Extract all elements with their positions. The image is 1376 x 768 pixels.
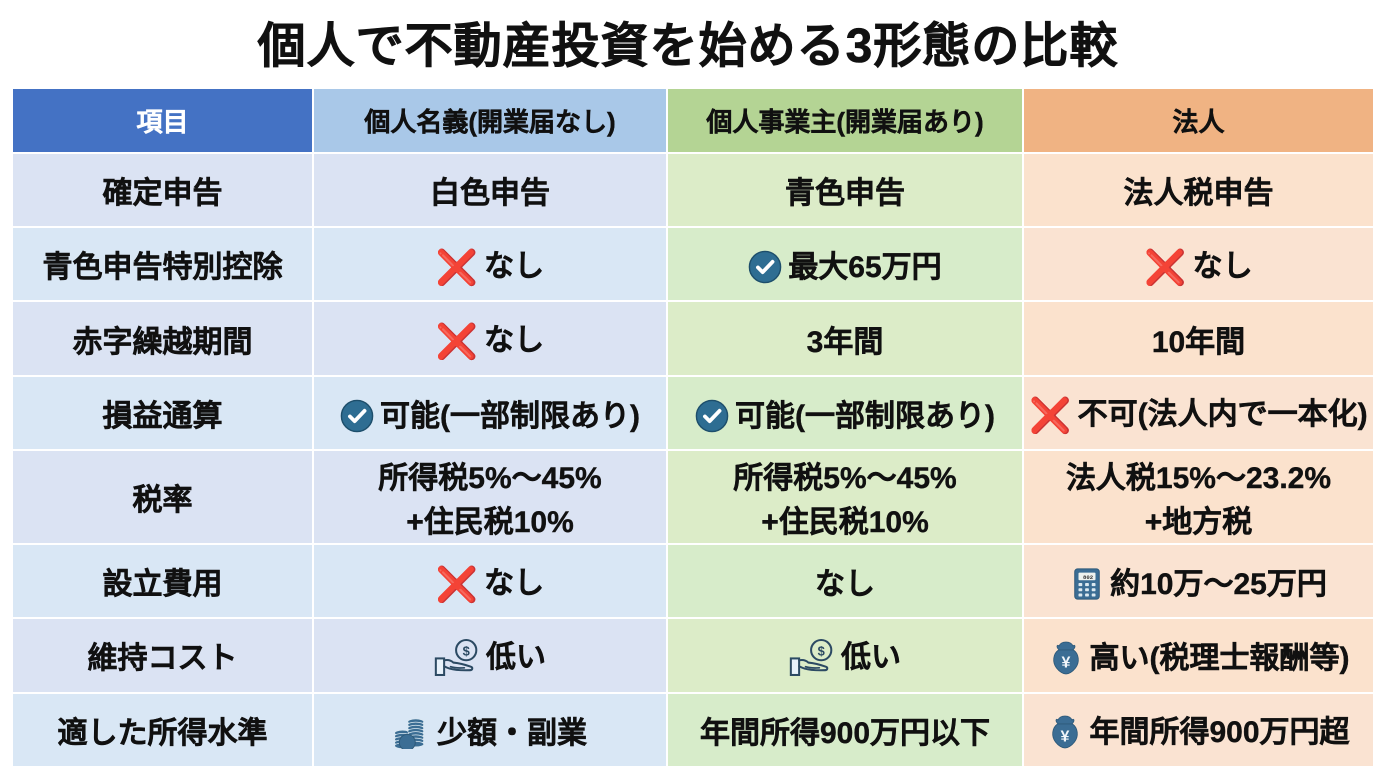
svg-text:$: $ xyxy=(463,643,470,658)
svg-text:¥: ¥ xyxy=(1061,655,1070,672)
svg-text:802: 802 xyxy=(1083,574,1094,581)
svg-text:¥: ¥ xyxy=(1061,729,1070,746)
svg-text:$: $ xyxy=(818,643,825,658)
